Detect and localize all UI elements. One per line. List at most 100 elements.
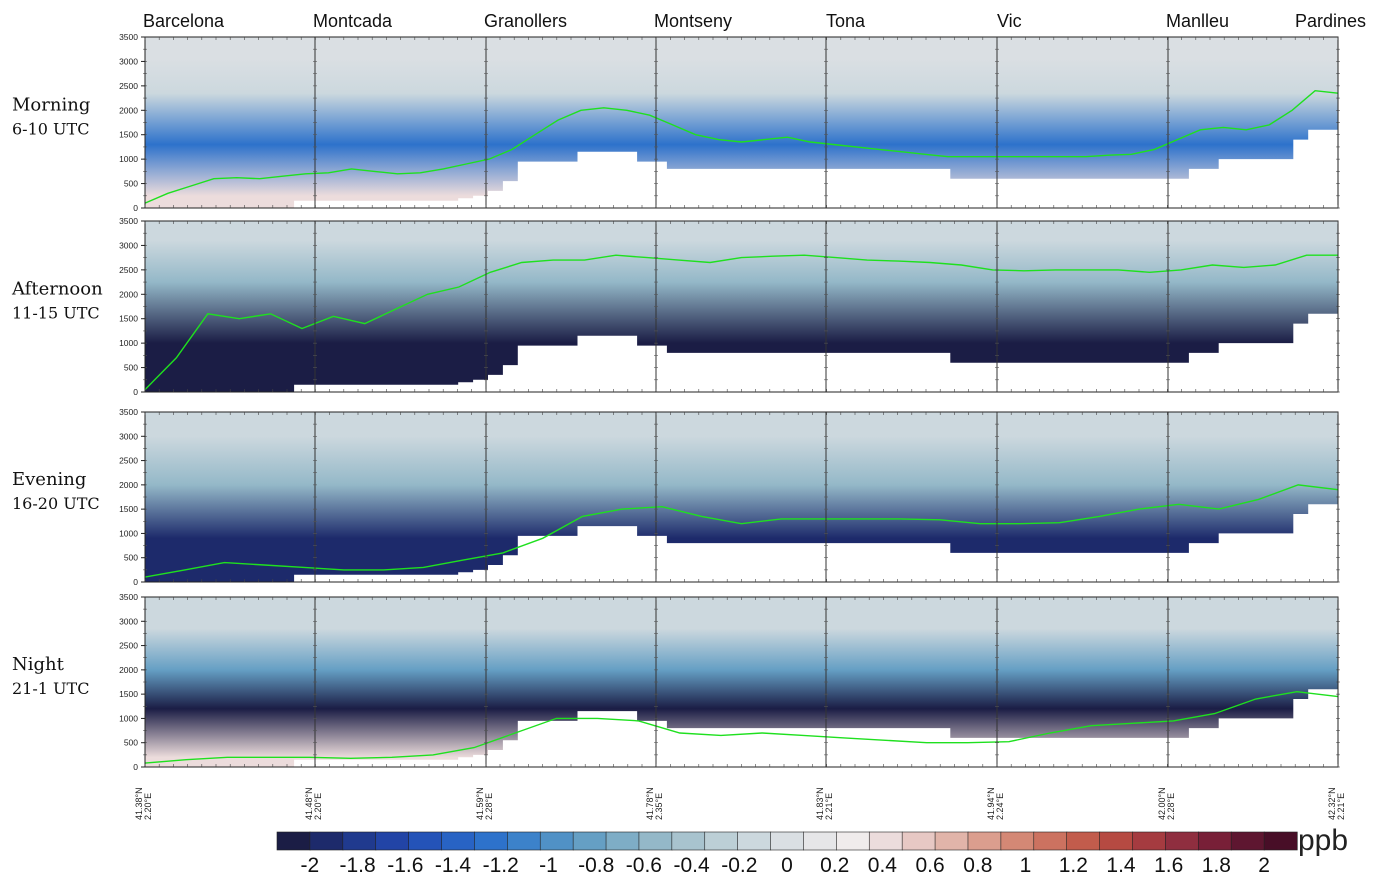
colorbar-tick-label: 0 [781, 854, 793, 877]
x-tick-label: 41.59°N 2.28°E [475, 787, 494, 820]
colorbar-swatch [309, 831, 344, 851]
colorbar-swatch [1165, 831, 1199, 851]
x-tick-lon: 2.20°E [313, 793, 323, 820]
terrain-mask [145, 504, 1338, 582]
y-tick-label: 1500 [119, 689, 138, 699]
y-tick-label: 3000 [119, 56, 138, 66]
y-tick-label: 1000 [119, 713, 138, 723]
colorbar-tick-label: 1.6 [1154, 854, 1183, 877]
colorbar-swatch [605, 831, 640, 851]
location-label: Vic [997, 11, 1022, 31]
terrain-mask [145, 689, 1338, 767]
colorbar-tick-label: 2 [1258, 854, 1270, 877]
colorbar-swatch [572, 831, 607, 851]
x-tick-labels: 41.38°N 2.20°E 41.48°N 2.20°E 41.59°N 2.28°E 4… [134, 787, 1346, 820]
colorbar-swatch [1132, 831, 1166, 851]
x-tick-lon: 2.35°E [654, 793, 664, 820]
y-tick-label: 1000 [119, 338, 138, 348]
x-tick-label: 41.48°N 2.20°E [304, 787, 323, 820]
colorbar-swatch [408, 831, 443, 851]
colorbar-swatch [539, 831, 574, 851]
location-label: Pardines [1295, 11, 1366, 31]
y-tick-label: 2500 [119, 456, 138, 466]
colorbar-swatch [803, 831, 837, 851]
y-tick-label: 500 [124, 179, 138, 189]
pbl-height-line [144, 690, 1339, 764]
x-tick-lat: 41.94°N [986, 787, 996, 820]
colorbar-swatch [704, 831, 739, 851]
colorbar-swatch [671, 831, 706, 851]
panel-utc-label: 21-1 UTC [12, 679, 89, 698]
y-tick-label: 1500 [119, 504, 138, 514]
panel-label: Night [12, 654, 65, 675]
y-tick-label: 1000 [119, 528, 138, 538]
x-tick-lon: 2.21°E [824, 793, 834, 820]
x-tick-label: 42.32°N 2.21°E [1327, 787, 1346, 820]
panel-label: Morning [12, 95, 90, 116]
panel-label: Evening [12, 469, 86, 490]
pbl-height-line [144, 484, 1339, 578]
x-tick-label: 41.83°N 2.21°E [815, 787, 834, 820]
x-tick-lat: 42.00°N [1157, 787, 1167, 820]
colorbar-swatch [1263, 831, 1298, 851]
y-tick-label: 3500 [119, 216, 138, 226]
panel-utc-label: 16-20 UTC [12, 494, 100, 513]
colorbar-swatch [737, 831, 772, 851]
x-tick-lon: 2.28°E [1166, 793, 1176, 820]
x-tick-lat: 42.32°N [1327, 787, 1337, 820]
colorbar-unit-label: ppb [1298, 824, 1348, 857]
colorbar-swatch [901, 831, 936, 851]
colorbar-tick-label: -1 [539, 854, 558, 877]
pbl-height-line [144, 89, 1339, 204]
colorbar-tick-label: -1.4 [435, 854, 472, 877]
panel-label: Afternoon [11, 279, 103, 300]
colorbar-tick-label: -0.2 [721, 854, 757, 877]
colorbar-swatch [1033, 831, 1068, 851]
y-tick-label: 2500 [119, 81, 138, 91]
x-tick-lon: 2.21°E [1336, 793, 1346, 820]
colorbar-swatch [934, 831, 969, 851]
location-label: Montseny [654, 11, 732, 31]
x-tick-lat: 41.48°N [304, 787, 314, 820]
location-label: Tona [826, 11, 866, 31]
colorbar-swatch [638, 831, 673, 851]
colorbar-tick-label: 1 [1020, 854, 1032, 877]
colorbar-swatch [967, 831, 1002, 851]
x-tick-label: 41.38°N 2.20°E [134, 787, 153, 820]
y-tick-label: 0 [133, 762, 138, 772]
location-labels: Barcelona Montcada Granollers Montseny Tona V… [143, 11, 1366, 31]
colorbar-tick-label: 0.4 [868, 854, 898, 877]
y-tick-label: 2000 [119, 289, 138, 299]
panel-utc-label: 11-15 UTC [12, 304, 100, 323]
colorbar-swatch [1066, 831, 1101, 851]
location-label: Barcelona [143, 11, 225, 31]
colorbar-swatch [1099, 831, 1134, 851]
colorbar-swatch [1000, 831, 1035, 851]
colorbar-tick-label: -0.4 [674, 854, 711, 877]
colorbar-swatch [507, 831, 541, 851]
y-tick-label: 3500 [119, 32, 138, 42]
colorbar-tick-label: 1.4 [1106, 854, 1136, 877]
colorbar-swatch [1230, 831, 1265, 851]
x-tick-label: 42.00°N 2.28°E [1157, 787, 1176, 820]
colorbar-tick-label: -0.6 [626, 854, 662, 877]
terrain-mask [145, 313, 1338, 392]
location-label: Manlleu [1166, 11, 1229, 31]
colorbar-tick-label: 0.6 [915, 854, 944, 877]
colorbar: -2 -1.8 -1.6 -1.4 -1.2 -1 -0.8 -0.6 -0.4 -0.2 0 0.2… [276, 831, 1298, 877]
y-tick-label: 1500 [119, 130, 138, 140]
x-tick-lat: 41.78°N [645, 787, 655, 820]
y-tick-label: 0 [133, 577, 138, 587]
x-tick-lat: 41.59°N [475, 787, 485, 820]
y-tick-label: 3500 [119, 407, 138, 417]
y-tick-label: 500 [124, 363, 138, 373]
terrain-mask [145, 129, 1338, 208]
colorbar-swatch [770, 831, 805, 851]
y-tick-label: 0 [133, 203, 138, 213]
colorbar-tick-label: 0.2 [820, 854, 849, 877]
y-tick-label: 2000 [119, 105, 138, 115]
panels: 0 500 1000 1500 2000 2500 3000 3500 Morning 6-10 … [11, 32, 1340, 772]
y-tick-label: 500 [124, 553, 138, 563]
x-tick-lon: 2.28°E [484, 793, 494, 820]
x-tick-label: 41.78°N 2.35°E [645, 787, 664, 820]
